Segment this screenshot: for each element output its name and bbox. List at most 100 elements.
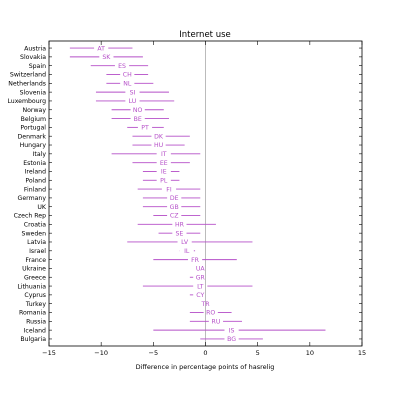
x-axis-label: Difference in percentage points of hasre…: [136, 363, 275, 371]
interval-hu: HU: [132, 142, 185, 149]
country-label-il: Israel: [29, 248, 46, 255]
country-label-nl: Netherlands: [8, 81, 46, 88]
country-code-label: CY: [196, 292, 204, 299]
interval-lt: LT: [142, 283, 253, 290]
interval-at: AT: [69, 45, 133, 52]
interval-it: IT: [111, 151, 201, 158]
country-code-label: NO: [133, 107, 143, 114]
country-label-ua: Ukraine: [22, 266, 46, 273]
interval-cz: CZ: [153, 213, 201, 220]
interval-be: BE: [111, 116, 169, 123]
country-label-de: Germany: [18, 195, 47, 202]
interval-dk: DK: [132, 133, 190, 140]
interval-se: SE: [158, 230, 201, 237]
interval-ee: EE: [132, 160, 190, 167]
country-label-hu: Hungary: [20, 142, 47, 149]
country-code-label: LU: [129, 98, 137, 105]
interval-ch: CH: [106, 72, 149, 79]
country-label-tr: Turkey: [25, 301, 46, 308]
country-code-label: PT: [141, 125, 149, 132]
country-code-label: FR: [191, 257, 200, 264]
country-code-label: GB: [170, 204, 179, 211]
country-label-ru: Russia: [26, 319, 46, 326]
country-code-label: IE: [161, 169, 167, 176]
interval-ro: RO: [189, 310, 232, 317]
country-code-label: GR: [196, 274, 206, 281]
country-code-label: NL: [123, 81, 132, 88]
country-label-sk: Slovakia: [20, 54, 46, 61]
x-ticks-layer: −15 −10 −5 0 5 10 15: [42, 41, 366, 357]
interval-sk: SK: [69, 54, 143, 61]
country-code-label: DK: [154, 133, 164, 140]
interval-gb: GB: [142, 204, 201, 211]
interval-cy: CY: [189, 292, 204, 299]
country-code-label: LT: [197, 283, 204, 290]
country-code-label: ES: [118, 63, 126, 70]
x-tick-label: 15: [358, 349, 366, 357]
country-code-label: RO: [206, 310, 215, 317]
interval-nl: NL: [106, 81, 154, 88]
interval-tr: TR: [200, 301, 210, 308]
plot-frame: [48, 40, 363, 347]
country-label-dk: Denmark: [18, 133, 47, 140]
country-code-label: HU: [154, 142, 163, 149]
country-label-lv: Latvia: [27, 239, 46, 246]
x-tick-label: −5: [149, 349, 159, 357]
country-label-lu: Luxembourg: [7, 98, 46, 105]
country-code-label: SI: [130, 89, 136, 96]
country-code-label: PL: [160, 177, 168, 184]
country-label-no: Norway: [23, 107, 47, 114]
country-label-bg: Bulgaria: [20, 336, 46, 343]
interval-no: NO: [111, 107, 164, 114]
country-label-hr: Croatia: [24, 222, 46, 229]
interval-gr: GR: [189, 274, 206, 281]
country-label-is: Iceland: [24, 327, 46, 334]
country-code-label: IL: [184, 248, 190, 255]
country-label-lt: Lithuania: [17, 283, 46, 290]
country-label-it: Italy: [33, 151, 47, 158]
country-label-cz: Czech Rep: [14, 213, 46, 220]
interval-bg: BG: [200, 336, 263, 343]
country-code-label: SE: [175, 230, 183, 237]
interval-is: IS: [153, 327, 326, 334]
country-label-pl: Poland: [25, 177, 46, 184]
country-label-se: Sweden: [22, 230, 47, 237]
country-label-be: Belgium: [21, 116, 46, 123]
country-label-gr: Greece: [24, 274, 46, 281]
interval-pl: PL: [142, 177, 180, 184]
country-code-label: BG: [227, 336, 236, 343]
x-tick-label: 10: [306, 349, 314, 357]
x-tick-label: 5: [256, 349, 260, 357]
interval-ru: RU: [189, 319, 243, 326]
interval-ua: UA: [196, 266, 206, 273]
country-labels-layer: Austria Slovakia Spain Switzerland Netherlan…: [7, 45, 362, 343]
country-code-label: CZ: [170, 213, 179, 220]
interval-es: ES: [90, 63, 149, 70]
chart-title: Internet use: [179, 30, 231, 40]
interval-lu: LU: [95, 98, 175, 105]
country-label-at: Austria: [24, 45, 46, 52]
country-code-label: SK: [102, 54, 111, 61]
interval-pt: PT: [127, 125, 164, 132]
country-label-cy: Cyprus: [24, 292, 46, 299]
country-label-si: Slovenia: [20, 89, 47, 96]
country-code-label: LV: [181, 239, 189, 246]
x-tick-label: −15: [42, 349, 56, 357]
country-label-ch: Switzerland: [10, 72, 46, 79]
country-code-label: AT: [97, 45, 105, 52]
country-code-label: IT: [161, 151, 167, 158]
country-label-ie: Ireland: [25, 169, 46, 176]
interval-lv: LV: [127, 239, 253, 246]
country-code-label: FI: [166, 186, 172, 193]
country-code-label: BE: [134, 116, 142, 123]
country-label-gb: UK: [37, 204, 47, 211]
country-code-label: TR: [200, 301, 210, 308]
country-code-label: HR: [175, 222, 185, 229]
country-code-label: IS: [229, 327, 235, 334]
country-code-label: DE: [170, 195, 179, 202]
country-code-label: CH: [123, 72, 132, 79]
country-code-label: RU: [212, 319, 221, 326]
interval-fr: FR: [153, 257, 237, 264]
